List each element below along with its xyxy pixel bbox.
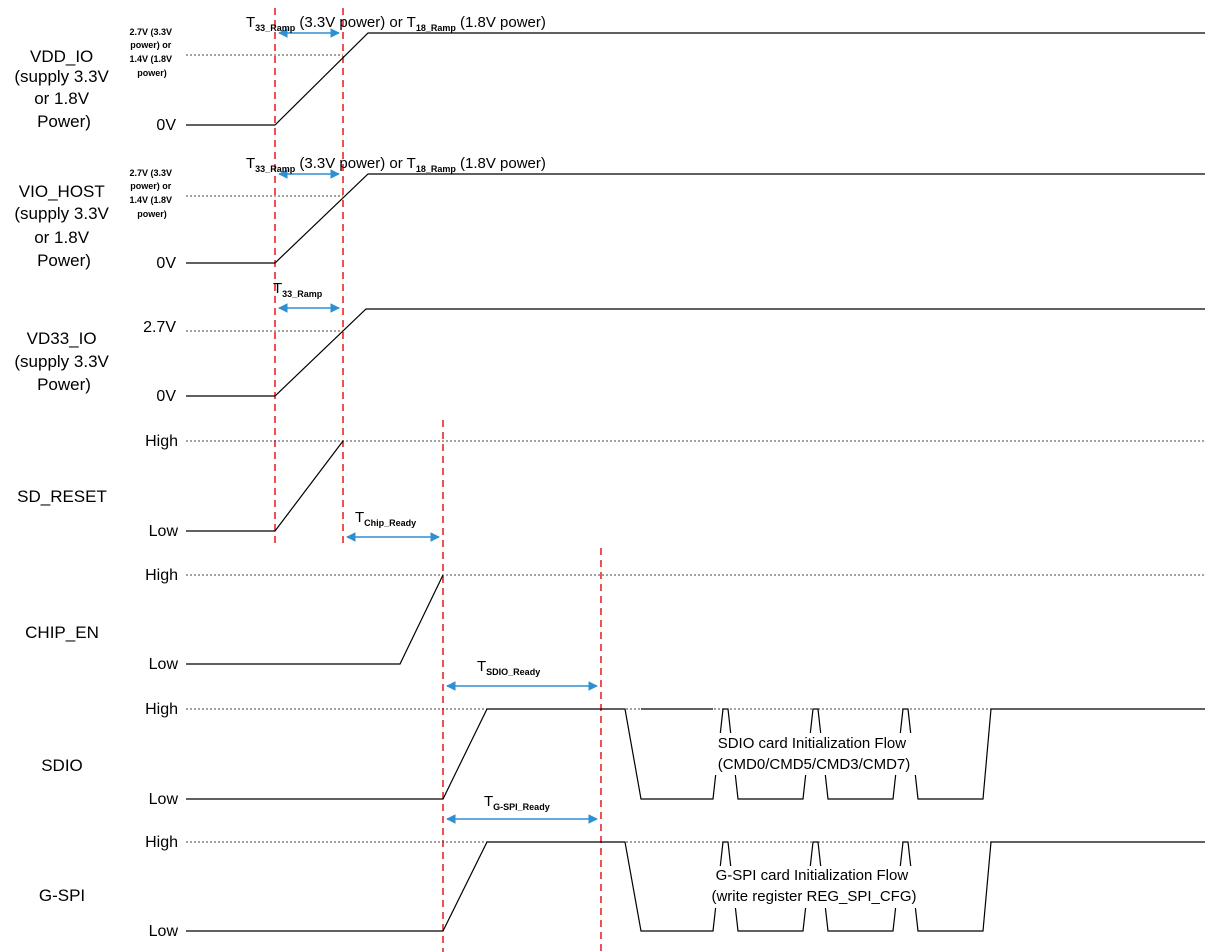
signal-name-vdd-io: VDD_IO (supply 3.3V or 1.8V Power) [14, 47, 113, 131]
level-labels: 2.7V (3.3V power) or 1.4V (1.8V power) 0… [129, 27, 178, 940]
sdio-ready-annotation: TSDIO_Ready [477, 658, 540, 677]
vdd-io-wave [186, 32, 1205, 126]
gspi-ready-annotation: TG-SPI_Ready [484, 793, 550, 812]
chip-en-high-label: High [145, 567, 178, 584]
sdio-flow-label: SDIO card Initialization Flow (CMD0/CMD5… [718, 735, 911, 773]
signal-name-chip-en: CHIP_EN [25, 623, 99, 642]
duration-arrows [278, 28, 598, 824]
gspi-flow-label: G-SPI card Initialization Flow (write re… [711, 867, 916, 905]
vd33-io-wave [186, 308, 1205, 397]
signal-labels: VDD_IO (supply 3.3V or 1.8V Power) VIO_H… [14, 47, 113, 905]
timing-markers [274, 8, 602, 952]
vio-host-low-label: 0V [156, 255, 176, 272]
timing-annotations: T33_Ramp (3.3V power) or T18_Ramp (1.8V … [246, 14, 550, 812]
vd33-io-low-label: 0V [156, 388, 176, 405]
signal-name-vd33-io: VD33_IO (supply 3.3V Power) [14, 329, 113, 394]
vd33-io-ramp-annotation: T33_Ramp [273, 280, 323, 299]
vdd-io-low-label: 0V [156, 117, 176, 134]
vio-host-ramp-annotation: T33_Ramp (3.3V power) or T18_Ramp (1.8V … [246, 155, 546, 174]
signal-name-gspi: G-SPI [39, 886, 85, 905]
sd-reset-high-label: High [145, 433, 178, 450]
vdd-io-high-label: 2.7V (3.3V power) or 1.4V (1.8V power) [129, 27, 174, 78]
sd-reset-wave [186, 440, 344, 532]
sdio-low-label: Low [149, 791, 179, 808]
chip-ready-annotation: TChip_Ready [355, 509, 416, 528]
vio-host-high-label: 2.7V (3.3V power) or 1.4V (1.8V power) [129, 168, 174, 219]
sd-reset-low-label: Low [149, 523, 179, 540]
flow-labels: SDIO card Initialization Flow (CMD0/CMD5… [680, 733, 970, 908]
reference-lines [186, 54, 1205, 843]
gspi-low-label: Low [149, 923, 179, 940]
signal-name-sdio: SDIO [41, 756, 83, 775]
vio-host-wave [186, 173, 1205, 264]
chip-en-wave [186, 574, 444, 665]
chip-en-low-label: Low [149, 656, 179, 673]
signal-name-sd-reset: SD_RESET [17, 487, 107, 506]
signal-name-vio-host: VIO_HOST (supply 3.3V or 1.8V Power) [14, 182, 113, 270]
vdd-io-ramp-annotation: T33_Ramp (3.3V power) or T18_Ramp (1.8V … [246, 14, 546, 33]
gspi-high-label: High [145, 834, 178, 851]
vd33-io-high-label: 2.7V [143, 319, 176, 336]
sdio-high-label: High [145, 701, 178, 718]
